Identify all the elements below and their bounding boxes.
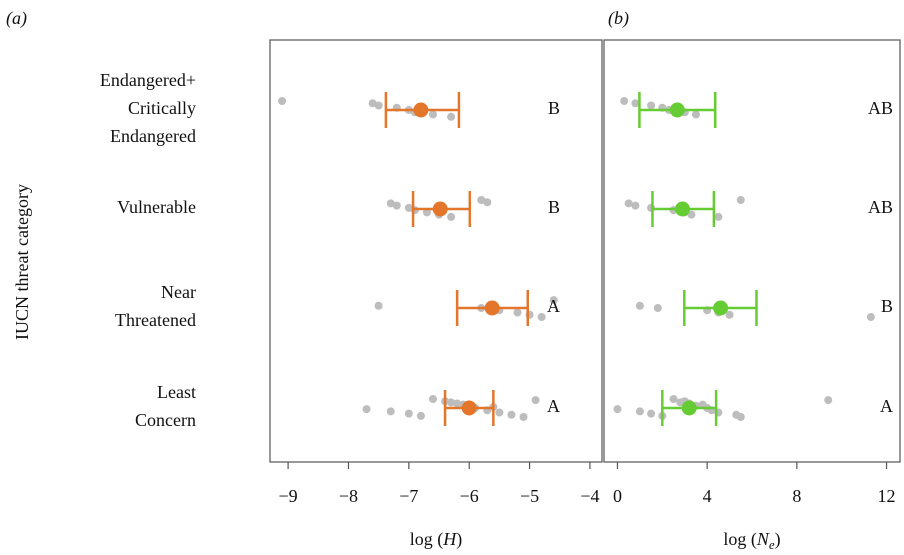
category-label: Critically xyxy=(128,98,196,118)
x-axis-label: log (H) xyxy=(410,529,463,550)
data-point xyxy=(422,208,431,217)
group-letter: B xyxy=(548,197,560,217)
x-tick-label: 12 xyxy=(878,486,896,506)
data-point xyxy=(631,201,640,210)
data-point xyxy=(513,308,522,317)
data-point xyxy=(531,396,540,405)
panel-label: (a) xyxy=(6,8,27,29)
data-point xyxy=(549,296,558,305)
data-point xyxy=(495,408,504,417)
data-point xyxy=(386,199,395,208)
data-point xyxy=(362,405,371,414)
mean-point xyxy=(669,102,685,118)
data-point xyxy=(519,413,528,421)
group-letter: AB xyxy=(868,197,893,217)
data-point xyxy=(374,301,383,310)
data-point xyxy=(428,110,437,119)
x-tick-label: −8 xyxy=(339,486,358,506)
data-point xyxy=(392,201,401,210)
data-point xyxy=(453,399,462,408)
data-point xyxy=(691,110,700,119)
data-point xyxy=(620,97,629,105)
group-letter: A xyxy=(547,396,560,416)
data-point xyxy=(635,407,644,416)
group-letter: A xyxy=(880,396,893,416)
data-point xyxy=(736,413,745,421)
category-label: Near xyxy=(161,282,196,302)
x-tick-label: −7 xyxy=(399,486,418,506)
category-label: Vulnerable xyxy=(117,197,196,217)
data-point xyxy=(278,97,287,105)
x-axis-label: log (Ne) xyxy=(723,529,780,552)
mean-point xyxy=(484,300,500,316)
x-axis-label-part: log ( xyxy=(723,529,757,550)
x-tick-label: −4 xyxy=(580,486,599,506)
group-letter: B xyxy=(548,98,560,118)
data-point xyxy=(404,409,413,418)
data-point xyxy=(447,212,456,221)
data-point xyxy=(416,411,425,420)
data-point xyxy=(477,196,486,204)
data-point xyxy=(676,398,685,407)
category-label: Endangered+ xyxy=(100,70,196,90)
data-point xyxy=(507,410,516,419)
data-point xyxy=(669,395,678,403)
data-point xyxy=(687,210,696,219)
x-axis-label-part: N xyxy=(756,529,770,549)
data-point xyxy=(647,409,656,418)
data-point xyxy=(404,203,413,212)
data-point xyxy=(725,310,734,319)
data-point xyxy=(368,99,377,108)
data-point xyxy=(483,198,492,207)
data-point xyxy=(824,396,833,405)
data-point xyxy=(647,101,656,110)
data-point xyxy=(537,313,546,321)
panel-label: (b) xyxy=(608,8,629,29)
category-label: Least xyxy=(157,382,196,402)
group-letter: A xyxy=(547,296,560,316)
category-label: Threatened xyxy=(115,310,196,330)
y-axis-label: IUCN threat category xyxy=(12,184,32,340)
group-letter: B xyxy=(881,296,893,316)
data-point xyxy=(866,313,875,321)
data-point xyxy=(447,112,456,121)
data-point xyxy=(635,301,644,310)
x-tick-label: 4 xyxy=(703,486,712,506)
mean-point xyxy=(413,102,429,118)
mean-point xyxy=(713,300,729,316)
panel-frame xyxy=(603,39,901,463)
category-label: Endangered xyxy=(110,126,196,146)
x-tick-label: −5 xyxy=(520,486,539,506)
data-point xyxy=(386,407,395,416)
x-axis-label-part: H xyxy=(442,529,457,549)
x-axis-label-part: log ( xyxy=(410,529,444,550)
x-tick-label: −6 xyxy=(460,486,479,506)
mean-point xyxy=(674,201,690,217)
x-axis-label-part: ) xyxy=(775,529,781,550)
data-point xyxy=(631,99,640,108)
data-point xyxy=(736,196,745,204)
data-point xyxy=(613,405,622,414)
data-point xyxy=(374,101,383,110)
x-tick-label: 0 xyxy=(613,486,622,506)
data-point xyxy=(714,212,723,221)
data-point xyxy=(447,398,456,407)
mean-point xyxy=(461,400,477,416)
data-point xyxy=(653,304,662,312)
data-point xyxy=(428,395,437,403)
data-point xyxy=(624,199,633,208)
x-axis-label-part: e xyxy=(769,537,775,552)
panel-frame xyxy=(269,39,603,463)
mean-point xyxy=(681,400,697,416)
group-letter: AB xyxy=(868,98,893,118)
category-label: Concern xyxy=(135,410,196,430)
x-tick-label: −9 xyxy=(279,486,298,506)
mean-point xyxy=(432,201,448,217)
data-point xyxy=(698,400,707,409)
x-tick-label: 8 xyxy=(792,486,801,506)
x-axis-label-part: ) xyxy=(456,529,462,550)
